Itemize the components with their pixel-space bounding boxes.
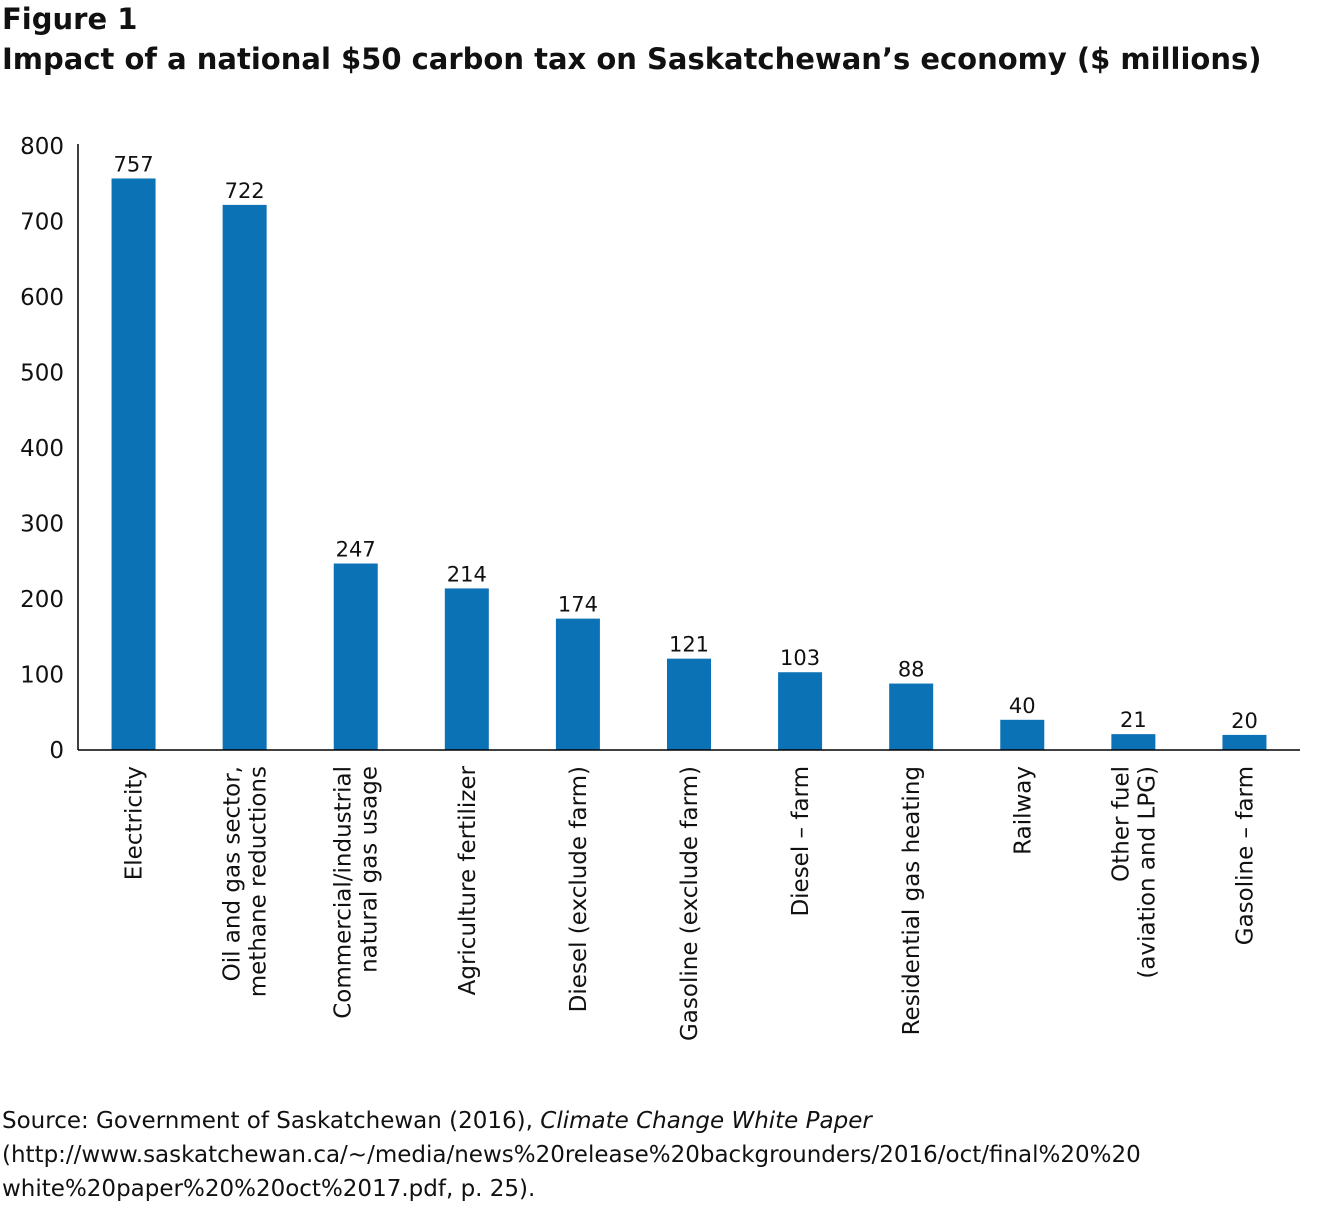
figure-label: Figure 1: [2, 2, 138, 36]
x-category-label: Oil and gas sector,methane reductions: [220, 766, 272, 997]
y-tick-label: 200: [20, 587, 64, 613]
y-tick-label: 600: [20, 285, 64, 311]
bar-value-label: 40: [1009, 694, 1036, 718]
source-doc-title: Climate Change White Paper: [540, 1108, 872, 1134]
x-category-label: Residential gas heating: [899, 766, 925, 1035]
bar: [778, 672, 823, 750]
y-tick-label: 300: [20, 512, 64, 538]
y-tick-label: 100: [20, 663, 64, 689]
bar-value-label: 722: [225, 179, 265, 203]
bar-value-label: 174: [558, 593, 598, 617]
x-category-label: Other fuel(aviation and LPG): [1108, 766, 1160, 979]
bar: [222, 204, 267, 750]
bar: [667, 658, 711, 750]
x-category-label: Railway: [1010, 766, 1036, 855]
source-prefix: Source: Government of Saskatchewan (2016…: [2, 1108, 541, 1134]
y-tick-label: 0: [49, 738, 64, 764]
bar: [444, 588, 489, 750]
bar-value-label: 757: [113, 152, 153, 176]
bar: [333, 563, 378, 750]
bar: [1000, 719, 1045, 750]
y-tick-label: 800: [20, 134, 64, 160]
y-tick-label: 700: [20, 210, 64, 236]
bar-value-label: 103: [780, 646, 820, 670]
chart-title: Impact of a national $50 carbon tax on S…: [2, 42, 1262, 76]
bar-value-label: 88: [898, 658, 925, 682]
bar-value-label: 20: [1231, 709, 1258, 733]
bar: [889, 683, 934, 750]
source-url-line-2: white%20paper%20%20oct%2017.pdf, p. 25).: [2, 1176, 536, 1202]
bar-value-label: 121: [669, 633, 709, 657]
x-category-label: Agriculture fertilizer: [455, 765, 481, 995]
bar: [555, 618, 600, 750]
x-category-label: Gasoline (exclude farm): [677, 766, 703, 1041]
x-category-label: Diesel (exclude farm): [566, 766, 592, 1012]
y-tick-label: 500: [20, 361, 64, 387]
y-tick-label: 400: [20, 436, 64, 462]
x-category-label: Diesel – farm: [788, 766, 814, 917]
x-category-label: Gasoline – farm: [1232, 766, 1258, 945]
bar-value-label: 21: [1120, 708, 1147, 732]
x-category-label: Commercial/industrialnatural gas usage: [331, 766, 383, 1019]
bar-value-label: 247: [336, 538, 376, 562]
source-note: Source: Government of Saskatchewan (2016…: [2, 1104, 1141, 1206]
bar-value-label: 214: [447, 562, 487, 586]
bar-chart: 0 100 200 300 400 500 600 700 800 757 Electricity 7…: [20, 134, 1300, 1041]
x-category-label: Electricity: [122, 766, 148, 880]
bar: [1111, 734, 1156, 750]
bar: [1222, 734, 1267, 750]
bar: [111, 178, 156, 751]
source-url-line-1: (http://www.saskatchewan.ca/~/media/news…: [2, 1142, 1141, 1168]
